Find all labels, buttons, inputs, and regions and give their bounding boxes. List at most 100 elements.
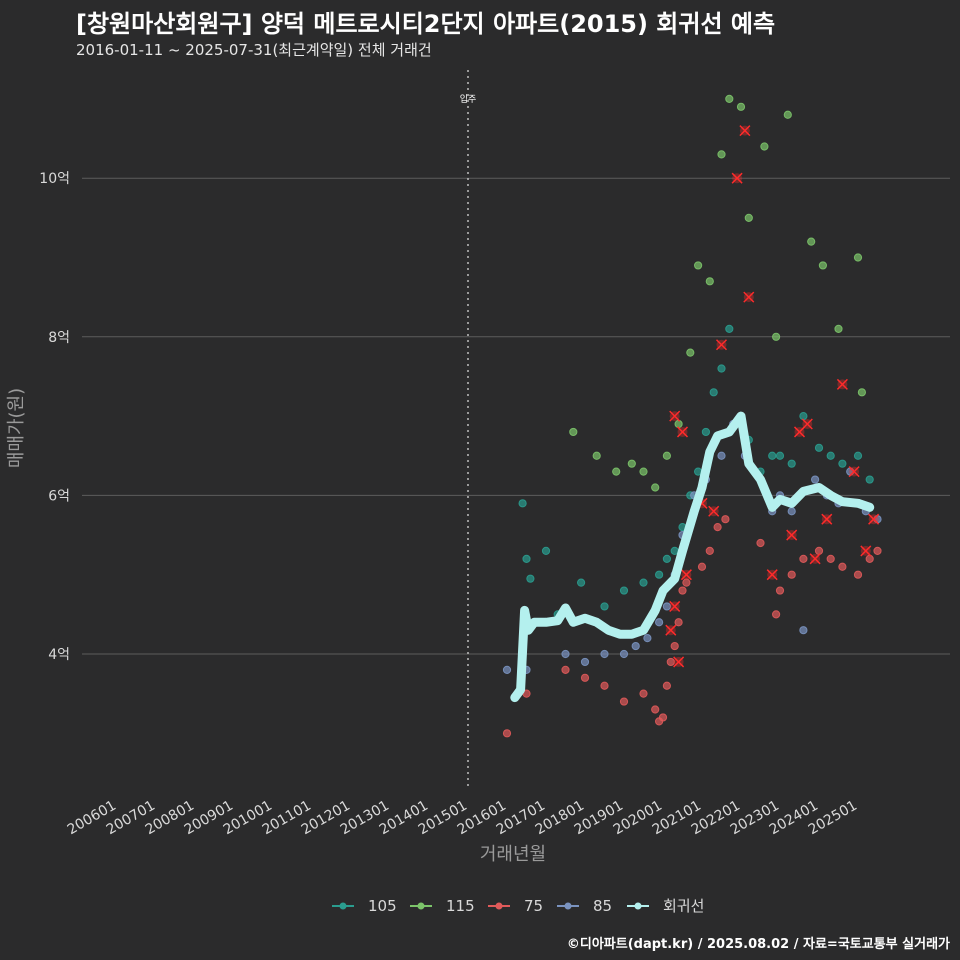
point-115 <box>736 102 746 111</box>
point-105 <box>541 546 551 556</box>
legend-key-dot <box>634 902 642 910</box>
marker-x <box>860 545 872 557</box>
point-75 <box>600 681 609 690</box>
point-75 <box>799 554 808 563</box>
marker-x <box>708 505 720 517</box>
marker-x <box>786 529 798 541</box>
point-75 <box>772 610 781 619</box>
marker-cross <box>708 505 720 517</box>
point-115 <box>834 324 843 333</box>
marker-cross <box>848 466 860 478</box>
point-105 <box>799 412 808 421</box>
move-in-label: 입주 <box>460 93 477 105</box>
point-75 <box>674 618 683 627</box>
marker-x <box>809 553 821 565</box>
point-115 <box>744 213 753 222</box>
point-115 <box>717 150 726 159</box>
point-115 <box>639 467 648 476</box>
point-105 <box>701 427 711 437</box>
point-75 <box>561 665 570 674</box>
point-85 <box>502 665 512 674</box>
point-105 <box>838 459 847 468</box>
point-115 <box>569 427 578 437</box>
point-85 <box>580 657 590 667</box>
marker-cross <box>731 172 743 184</box>
point-105 <box>600 602 609 611</box>
point-75 <box>873 546 882 556</box>
x-axis-title: 거래년월 <box>480 844 546 865</box>
legend-label: 회귀선 <box>663 897 704 915</box>
point-105 <box>865 475 874 484</box>
marker-cross <box>669 410 681 422</box>
point-115 <box>612 467 621 476</box>
point-115 <box>651 483 660 492</box>
point-75 <box>678 586 687 595</box>
marker-cross <box>868 513 880 525</box>
point-75 <box>853 570 863 579</box>
marker-x <box>665 624 677 636</box>
annotation-layer: 입주 <box>460 70 477 790</box>
marker-x <box>848 466 860 478</box>
marker-x <box>743 291 755 303</box>
marker-cross <box>715 339 728 351</box>
point-85 <box>561 649 570 659</box>
point-85 <box>787 507 796 516</box>
point-85 <box>799 626 808 635</box>
point-75 <box>666 657 675 667</box>
point-115 <box>807 237 816 246</box>
legend-item-회귀선: 회귀선 <box>627 897 704 915</box>
marker-x <box>731 172 743 184</box>
point-105 <box>775 451 785 460</box>
point-75 <box>756 538 765 548</box>
point-75 <box>580 673 590 682</box>
point-105 <box>725 324 734 333</box>
legend-label: 75 <box>524 897 543 915</box>
marker-x <box>676 426 689 438</box>
point-85 <box>619 649 629 659</box>
chart-subtitle: 2016-01-11 ~ 2025-07-31(최근계약일) 전체 거래건 <box>76 41 432 59</box>
point-75 <box>865 554 874 563</box>
marker-cross <box>836 378 848 390</box>
point-75 <box>775 586 785 595</box>
point-105 <box>619 586 629 595</box>
point-105 <box>577 578 586 587</box>
marker-cross <box>739 125 751 137</box>
legend-key-dot <box>495 902 503 910</box>
marker-x <box>680 569 692 581</box>
marker-cross <box>766 569 778 581</box>
legend-item-85: 85 <box>557 897 612 915</box>
point-115 <box>674 419 683 429</box>
regression-line <box>510 411 875 703</box>
marker-x <box>715 339 728 351</box>
legend: 105 115 75 85 회귀선 <box>332 897 704 915</box>
point-115 <box>818 261 828 270</box>
axis-layer: 4억6억8억10억2006012007012008012009012010012… <box>6 171 860 865</box>
marker-x <box>836 378 848 390</box>
point-85 <box>655 618 664 627</box>
point-115 <box>592 451 601 460</box>
legend-label: 85 <box>593 897 612 915</box>
point-75 <box>658 713 668 722</box>
legend-label: 105 <box>368 897 397 915</box>
point-115 <box>725 94 734 104</box>
marker-x <box>766 569 778 581</box>
point-75 <box>838 562 847 571</box>
point-105 <box>826 451 835 460</box>
point-105 <box>814 443 824 452</box>
point-75 <box>662 681 672 690</box>
point-75 <box>721 515 730 524</box>
point-105 <box>526 574 535 583</box>
marker-x <box>868 513 880 525</box>
point-115 <box>772 332 781 341</box>
marker-cross <box>680 569 692 581</box>
legend-item-105: 105 <box>332 897 397 915</box>
y-tick-label: 4억 <box>48 647 70 663</box>
point-115 <box>627 459 636 468</box>
marker-cross <box>669 600 681 612</box>
point-75 <box>697 562 707 571</box>
point-85 <box>811 475 820 484</box>
point-115 <box>705 277 714 286</box>
marker-cross <box>860 545 872 557</box>
point-105 <box>787 459 796 468</box>
